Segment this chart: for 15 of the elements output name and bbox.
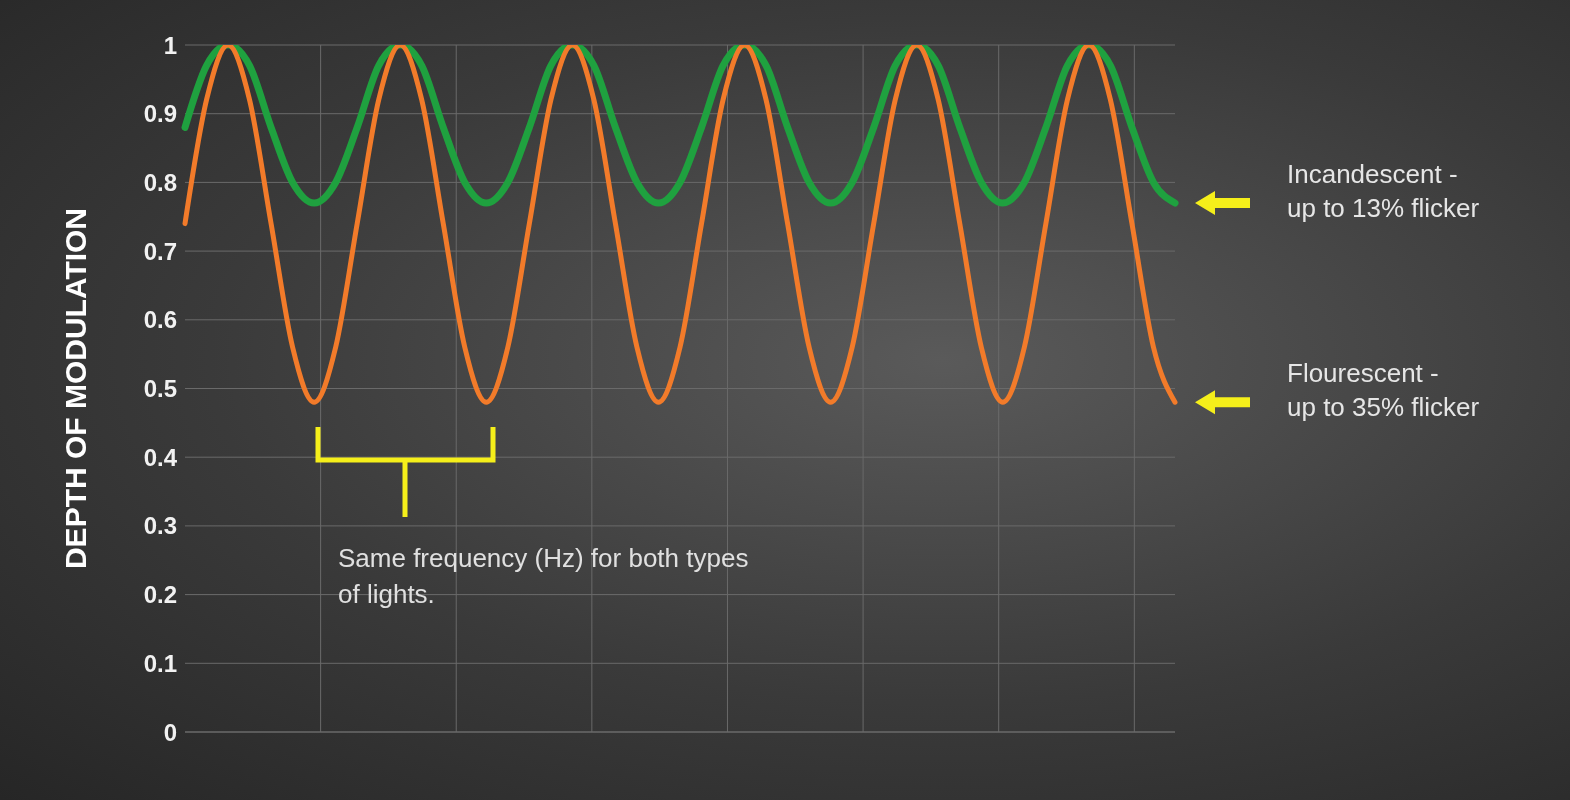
y-tick-label: 0: [163, 718, 177, 746]
y-tick-label: 0.5: [143, 375, 177, 403]
y-tick-label: 0.1: [143, 649, 177, 677]
annotation: Same frequency (Hz) for both types of lights.: [338, 542, 750, 611]
y-tick-label: 0.4: [143, 443, 178, 471]
y-tick-label: 0.7: [143, 237, 177, 265]
y-tick-label: 0.8: [143, 168, 177, 196]
y-tick-label: 0.9: [143, 100, 177, 128]
y-tick-label: 0.2: [143, 581, 177, 609]
text: Incandescent - up to 13% flicker: [1287, 159, 1480, 224]
y-axis-title: DEPTH OF MODULATION: [58, 207, 92, 570]
y-tick-label: 1: [163, 31, 177, 59]
text: Flourescent - up to 35% flicker: [1287, 358, 1480, 423]
y-tick-label: 0.3: [143, 512, 177, 540]
y-tick-label: 0.6: [143, 306, 177, 334]
